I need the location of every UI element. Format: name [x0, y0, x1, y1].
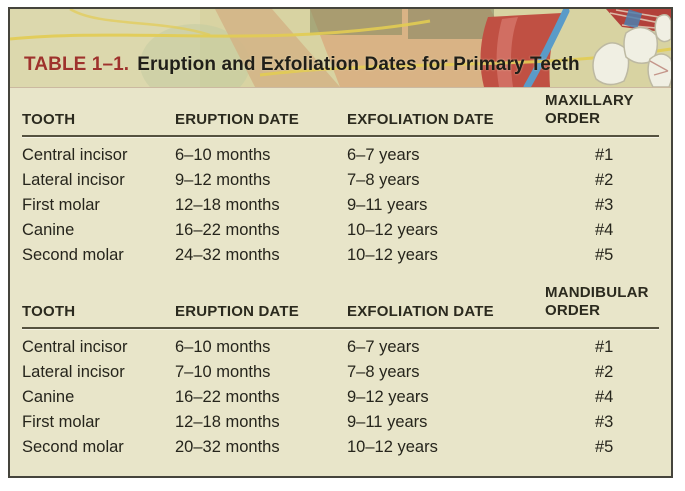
- mandibular-header-row: TOOTH ERUPTION DATE EXFOLIATION DATE MAN…: [22, 280, 659, 329]
- tooth-cell: Lateral incisor: [22, 171, 125, 189]
- table-number-label: TABLE 1–1.: [24, 54, 130, 75]
- order-cell: #3: [595, 196, 614, 214]
- eruption-date-cell: 9–12 months: [175, 171, 271, 189]
- tooth-cell: First molar: [22, 196, 100, 214]
- eruption-date-cell: 20–32 months: [175, 438, 280, 456]
- order-cell: #4: [595, 388, 614, 406]
- exfoliation-date-cell: 7–8 years: [347, 171, 420, 189]
- table-row: Second molar 24–32 months 10–12 years #5: [22, 243, 659, 268]
- table-row: Second molar 20–32 months 10–12 years #5: [22, 435, 659, 460]
- exfoliation-date-cell: 6–7 years: [347, 146, 420, 164]
- table-row: Lateral incisor 9–12 months 7–8 years #2: [22, 168, 659, 193]
- order-cell: #1: [595, 338, 614, 356]
- tooth-cell: Second molar: [22, 438, 124, 456]
- eruption-date-cell: 12–18 months: [175, 196, 280, 214]
- table-row: Central incisor 6–10 months 6–7 years #1: [22, 335, 659, 360]
- maxillary-section: TOOTH ERUPTION DATE EXFOLIATION DATE MAX…: [22, 88, 659, 268]
- table-body: TOOTH ERUPTION DATE EXFOLIATION DATE MAX…: [10, 88, 671, 460]
- order-cell: #5: [595, 246, 614, 264]
- table-title-text: Eruption and Exfoliation Dates for Prima…: [137, 54, 580, 75]
- table-row: Central incisor 6–10 months 6–7 years #1: [22, 143, 659, 168]
- order-cell: #2: [595, 171, 614, 189]
- order-cell: #1: [595, 146, 614, 164]
- tooth-cell: First molar: [22, 413, 100, 431]
- exfoliation-date-cell: 6–7 years: [347, 338, 420, 356]
- maxillary-header-row: TOOTH ERUPTION DATE EXFOLIATION DATE MAX…: [22, 88, 659, 137]
- column-header-eruption-date: ERUPTION DATE: [175, 111, 299, 128]
- eruption-date-cell: 12–18 months: [175, 413, 280, 431]
- order-cell: #2: [595, 363, 614, 381]
- exfoliation-date-cell: 10–12 years: [347, 246, 438, 264]
- table-row: Canine 16–22 months 10–12 years #4: [22, 218, 659, 243]
- tooth-cell: Central incisor: [22, 338, 128, 356]
- order-header-line1: MANDIBULAR: [545, 284, 649, 301]
- order-header-line2: ORDER: [545, 110, 601, 127]
- maxillary-rows: Central incisor 6–10 months 6–7 years #1…: [22, 143, 659, 268]
- tooth-cell: Canine: [22, 221, 75, 239]
- eruption-date-cell: 16–22 months: [175, 221, 280, 239]
- tooth-cell: Lateral incisor: [22, 363, 125, 381]
- mandibular-section: TOOTH ERUPTION DATE EXFOLIATION DATE MAN…: [22, 280, 659, 460]
- eruption-date-cell: 6–10 months: [175, 146, 271, 164]
- table-title: TABLE 1–1. Eruption and Exfoliation Dates…: [24, 54, 580, 76]
- tooth-cell: Canine: [22, 388, 75, 406]
- column-header-eruption-date: ERUPTION DATE: [175, 303, 299, 320]
- eruption-date-cell: 7–10 months: [175, 363, 271, 381]
- table-row: Lateral incisor 7–10 months 7–8 years #2: [22, 360, 659, 385]
- column-header-tooth: TOOTH: [22, 111, 76, 128]
- table-card: TABLE 1–1. Eruption and Exfoliation Dates…: [8, 7, 673, 478]
- order-cell: #3: [595, 413, 614, 431]
- eruption-date-cell: 6–10 months: [175, 338, 271, 356]
- exfoliation-date-cell: 9–11 years: [347, 196, 428, 214]
- column-header-maxillary-order: MAXILLARY ORDER: [545, 92, 659, 128]
- exfoliation-date-cell: 7–8 years: [347, 363, 420, 381]
- table-row: First molar 12–18 months 9–11 years #3: [22, 193, 659, 218]
- mandibular-rows: Central incisor 6–10 months 6–7 years #1…: [22, 335, 659, 460]
- exfoliation-date-cell: 9–12 years: [347, 388, 429, 406]
- table-banner: TABLE 1–1. Eruption and Exfoliation Dates…: [10, 9, 671, 88]
- order-cell: #5: [595, 438, 614, 456]
- eruption-date-cell: 24–32 months: [175, 246, 280, 264]
- order-cell: #4: [595, 221, 614, 239]
- exfoliation-date-cell: 9–11 years: [347, 413, 428, 431]
- exfoliation-date-cell: 10–12 years: [347, 438, 438, 456]
- column-header-mandibular-order: MANDIBULAR ORDER: [545, 284, 659, 320]
- column-header-exfoliation-date: EXFOLIATION DATE: [347, 303, 494, 320]
- tooth-cell: Central incisor: [22, 146, 128, 164]
- anatomy-illustration-icon: [10, 9, 671, 87]
- column-header-tooth: TOOTH: [22, 303, 76, 320]
- exfoliation-date-cell: 10–12 years: [347, 221, 438, 239]
- eruption-date-cell: 16–22 months: [175, 388, 280, 406]
- column-header-exfoliation-date: EXFOLIATION DATE: [347, 111, 494, 128]
- table-row: First molar 12–18 months 9–11 years #3: [22, 410, 659, 435]
- order-header-line1: MAXILLARY: [545, 92, 634, 109]
- tooth-cell: Second molar: [22, 246, 124, 264]
- table-row: Canine 16–22 months 9–12 years #4: [22, 385, 659, 410]
- order-header-line2: ORDER: [545, 302, 601, 319]
